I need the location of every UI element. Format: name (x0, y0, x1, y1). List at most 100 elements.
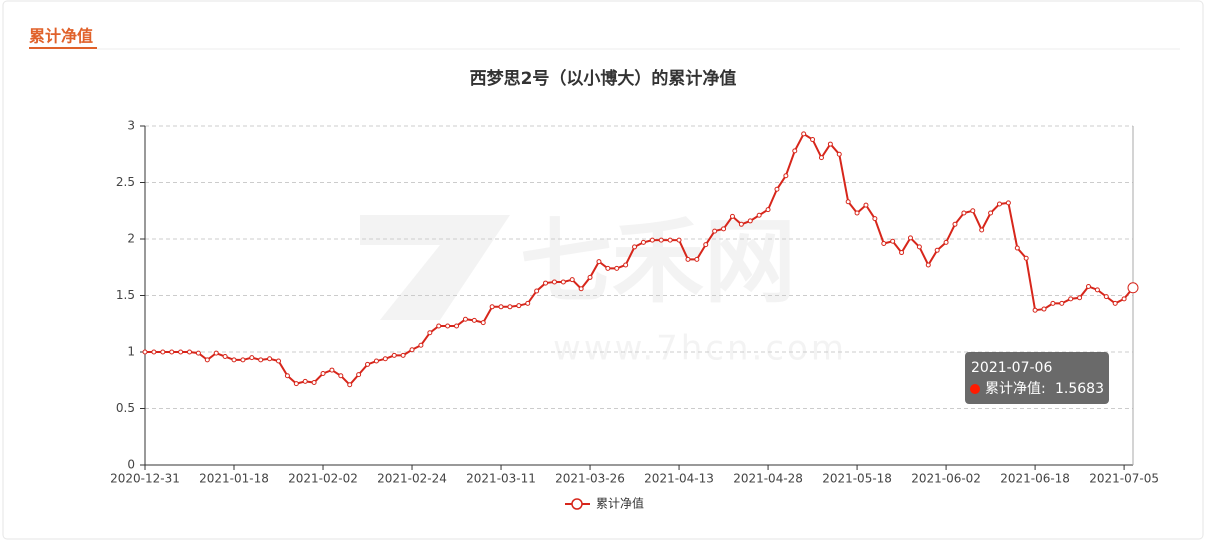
data-point (569, 277, 575, 283)
watermark-url: www.7hcn.com (553, 329, 847, 369)
tooltip: 2021-07-06 累计净值: 1.5683 (965, 352, 1109, 404)
data-point (516, 303, 522, 309)
data-point (899, 250, 905, 256)
data-point (1059, 300, 1065, 306)
data-point (560, 279, 566, 285)
x-tick-label: 2021-02-02 (288, 472, 358, 486)
data-point (178, 349, 184, 355)
data-point (979, 227, 985, 233)
data-point (373, 358, 379, 364)
data-point (525, 300, 531, 306)
data-point (142, 349, 148, 355)
data-point (382, 356, 388, 362)
y-tick-label: 0 (127, 458, 135, 472)
data-point (347, 382, 353, 388)
data-point (409, 347, 415, 353)
y-tick-label: 1 (127, 345, 135, 359)
data-point (774, 186, 780, 192)
data-point (578, 286, 584, 292)
data-point (810, 137, 816, 143)
data-point (1085, 283, 1091, 289)
data-point (1068, 296, 1074, 302)
data-point (649, 237, 655, 243)
y-tick-label: 2.5 (116, 175, 135, 189)
data-point (916, 244, 922, 250)
data-point (863, 202, 869, 208)
tooltip-box (965, 352, 1109, 404)
data-point (925, 262, 931, 268)
data-point (729, 213, 735, 219)
data-point (1127, 282, 1139, 294)
data-point (240, 357, 246, 363)
y-tick-label: 0.5 (116, 401, 135, 415)
y-tick-label: 3 (127, 119, 135, 133)
data-point (267, 356, 273, 362)
x-tick-label: 2021-06-02 (911, 472, 981, 486)
data-point (623, 262, 629, 268)
data-point (881, 241, 887, 247)
data-point (454, 323, 460, 329)
data-point (195, 350, 201, 356)
data-point (854, 210, 860, 216)
data-point (952, 221, 958, 227)
data-point (1032, 307, 1038, 313)
data-point (187, 349, 193, 355)
y-tick-label: 1.5 (116, 288, 135, 302)
x-tick-label: 2020-12-31 (110, 472, 180, 486)
data-point (996, 201, 1002, 207)
data-point (676, 237, 682, 243)
data-point (1005, 200, 1011, 206)
data-point (836, 151, 842, 157)
tooltip-label: 累计净值: (985, 381, 1046, 397)
watermark: 七禾网 www.7hcn.com (360, 208, 847, 369)
data-point (249, 355, 255, 361)
x-tick-label: 2021-01-18 (199, 472, 269, 486)
x-tick-label: 2021-04-28 (733, 472, 803, 486)
data-point (338, 373, 344, 379)
data-point (703, 242, 709, 248)
data-point (462, 316, 468, 322)
data-point (1041, 306, 1047, 312)
data-point (605, 265, 611, 271)
data-point (792, 148, 798, 154)
data-point (293, 381, 299, 387)
data-point (213, 350, 219, 356)
data-point (284, 373, 290, 379)
data-point (231, 357, 237, 363)
data-point (356, 372, 362, 378)
data-point (498, 304, 504, 310)
data-point (756, 212, 762, 218)
data-point (1112, 300, 1118, 306)
x-tick-label: 2021-05-18 (822, 472, 892, 486)
watermark-logo (360, 215, 510, 320)
data-point (1121, 296, 1127, 302)
data-point (204, 357, 210, 363)
data-point (1023, 255, 1029, 261)
data-point (738, 221, 744, 227)
x-tick-label: 2021-03-11 (466, 472, 536, 486)
data-point (845, 199, 851, 205)
header-title: 累计净值 (29, 27, 93, 46)
data-point (961, 210, 967, 216)
legend-marker (571, 498, 583, 510)
data-point (1014, 245, 1020, 251)
tooltip-value: 1.5683 (1055, 381, 1104, 397)
data-point (1103, 294, 1109, 300)
y-tick-label: 2 (127, 232, 135, 246)
data-point (721, 226, 727, 232)
data-point (418, 342, 424, 348)
series-line (145, 132, 1134, 387)
data-point (872, 216, 878, 222)
data-point (801, 131, 807, 137)
data-point (907, 235, 913, 241)
data-point (400, 352, 406, 358)
data-point (694, 256, 700, 262)
data-point (320, 370, 326, 376)
data-point (988, 210, 994, 216)
data-point (480, 320, 486, 326)
data-point (685, 256, 691, 262)
data-point (934, 247, 940, 253)
chart-title: 西梦思2号（以小博大）的累计净值 (470, 68, 737, 89)
data-point (391, 352, 397, 358)
